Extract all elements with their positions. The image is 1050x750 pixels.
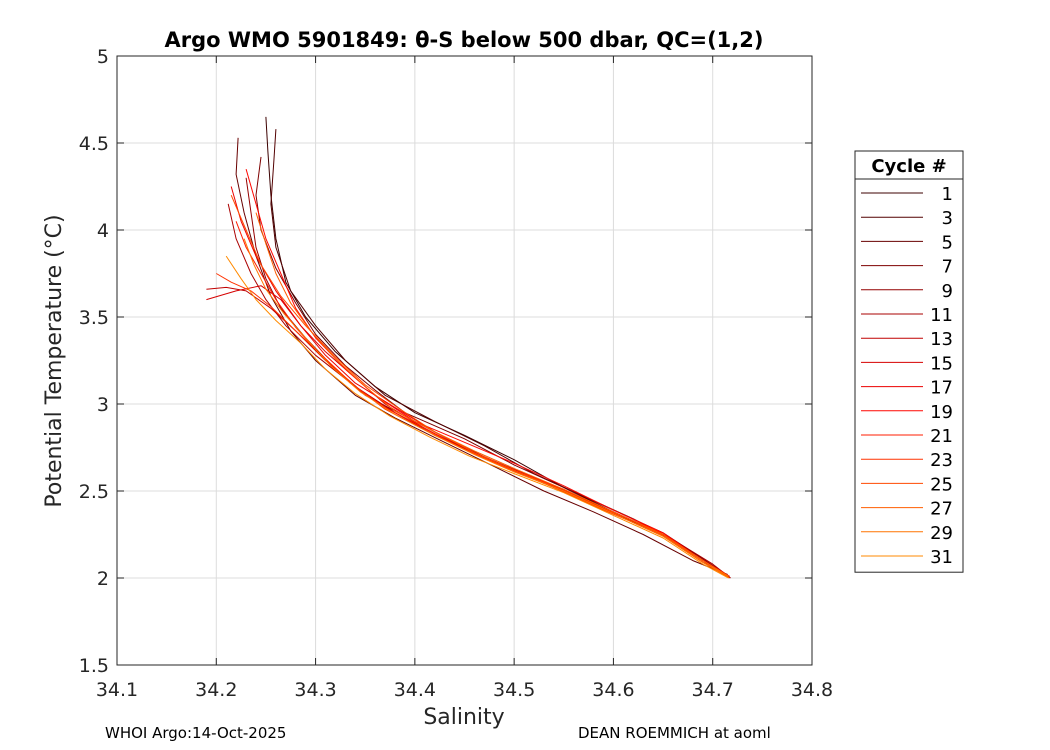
legend-label: 25 [930, 474, 953, 495]
y-tick-label: 5 [97, 46, 109, 68]
grid-lines [116, 55, 813, 666]
legend-label: 19 [930, 402, 953, 423]
y-axis-label: Potential Temperature (°C) [42, 214, 67, 507]
chart-title: Argo WMO 5901849: θ-S below 500 dbar, QC… [165, 28, 764, 52]
legend-label: 13 [930, 329, 953, 350]
legend-label: 1 [942, 184, 953, 205]
legend-label: 23 [930, 450, 953, 471]
y-tick-label: 4 [97, 220, 109, 242]
x-tick-label: 34.1 [96, 679, 138, 701]
x-axis-label: Salinity [423, 705, 504, 730]
x-tick-label: 34.2 [195, 679, 237, 701]
series-line [245, 168, 728, 577]
series-line [225, 255, 729, 579]
x-tick-label: 34.7 [692, 679, 734, 701]
legend-label: 11 [930, 305, 953, 326]
x-tick-label: 34.5 [493, 679, 535, 701]
y-tick-label: 3.5 [79, 307, 109, 329]
x-tick-label: 34.6 [592, 679, 634, 701]
legend-label: 9 [942, 281, 953, 302]
legend-label: 21 [930, 426, 953, 447]
axes-box [116, 55, 813, 666]
y-tick-label: 2.5 [79, 481, 109, 503]
y-tick-label: 3 [97, 394, 109, 416]
legend-label: 5 [942, 232, 953, 253]
legend-label: 29 [930, 523, 953, 544]
tick-labels: 34.1 34.2 34.3 34.4 34.5 34.6 34.7 34.81.522.53… [79, 46, 833, 701]
legend-label: 17 [930, 378, 953, 399]
legend-title: Cycle # [871, 156, 946, 177]
legend-label: 15 [930, 353, 953, 374]
legend-label: 31 [930, 547, 953, 568]
series-line [255, 212, 729, 577]
y-tick-label: 4.5 [79, 133, 109, 155]
legend-box [854, 150, 964, 573]
x-tick-label: 34.8 [791, 679, 833, 701]
footer-right: DEAN ROEMMICH at aoml [578, 724, 771, 742]
x-tick-label: 34.4 [394, 679, 436, 701]
series-group [206, 116, 731, 579]
y-tick-label: 2 [97, 568, 109, 590]
footer-left: WHOI Argo:14-Oct-2025 [105, 724, 287, 742]
legend-label: 3 [942, 208, 953, 229]
plot-area [117, 56, 812, 665]
legend-label: 27 [930, 499, 953, 520]
series-line [243, 238, 729, 577]
y-tick-label: 1.5 [79, 655, 109, 677]
x-tick-label: 34.3 [294, 679, 336, 701]
legend-label: 7 [942, 257, 953, 278]
